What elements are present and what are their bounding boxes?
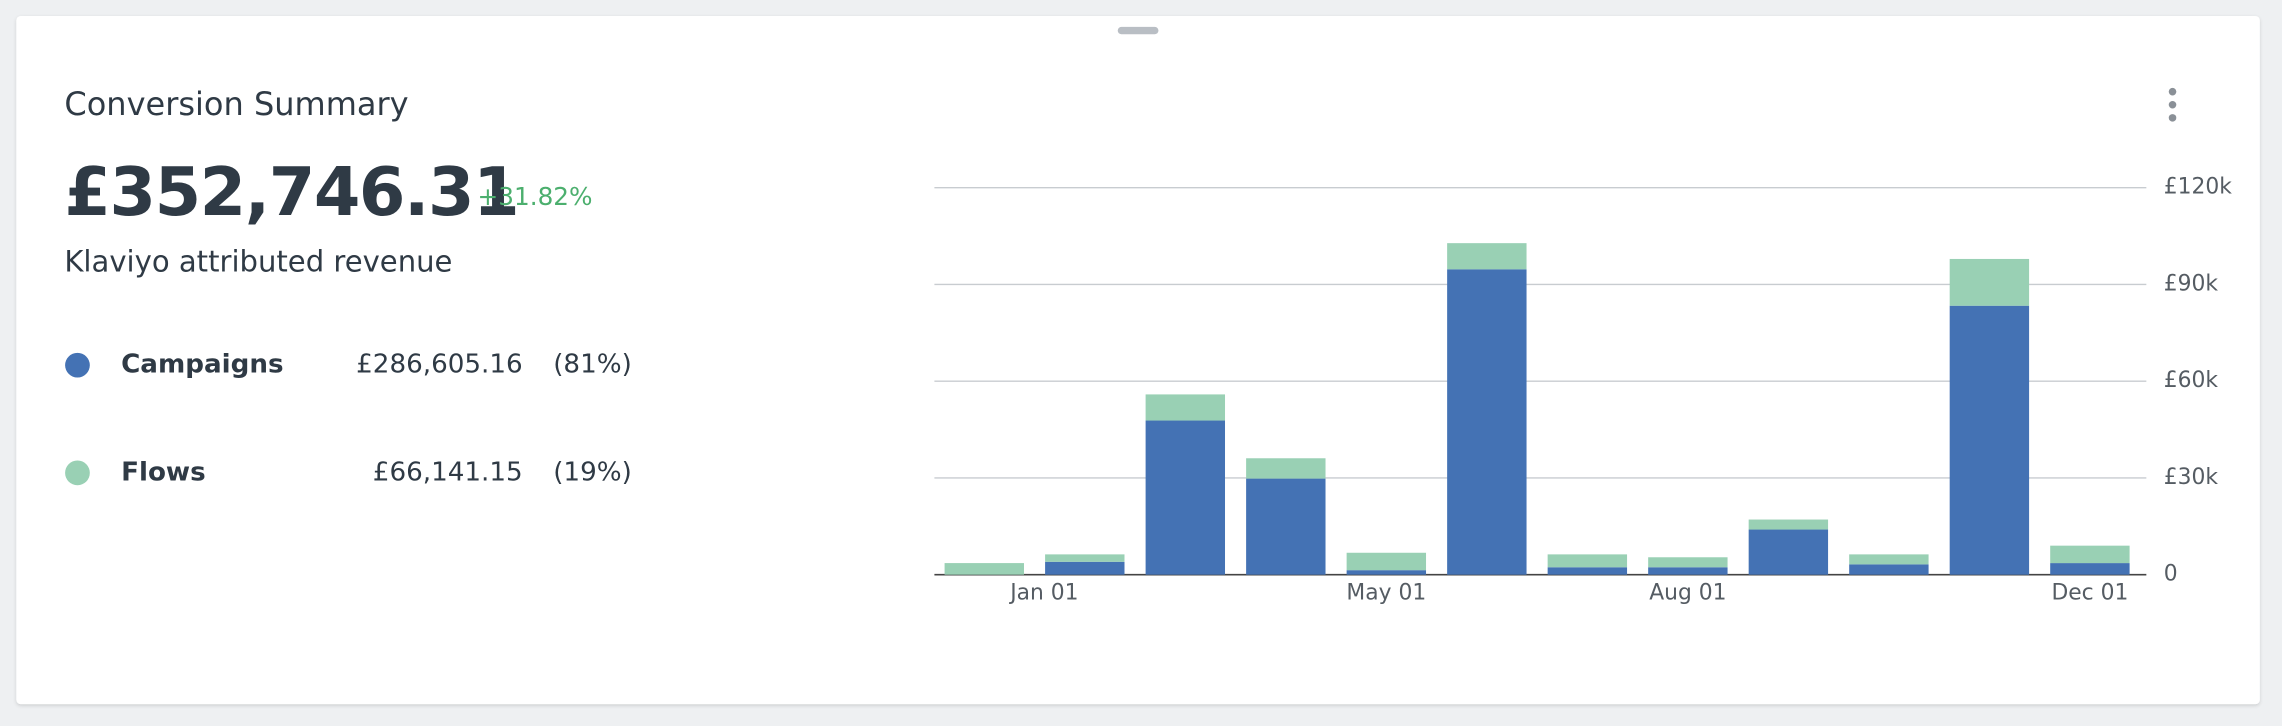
legend-name: Campaigns [121,350,283,380]
bar-segment [1748,519,1829,530]
legend-total: £286,605.16 [356,350,523,380]
bar-segment [1849,554,1929,565]
headline-value: £352,746.31 [64,153,518,231]
y-tick-label: £60k [2164,368,2219,393]
bar-segment [1949,305,2030,575]
bar-segment [1045,554,1125,562]
bar-segment [1547,554,1628,568]
x-tick-label: Aug 01 [1649,581,1726,606]
bar-segment [1748,529,1829,575]
bar-segment [2050,563,2130,575]
bar-segment [1547,567,1628,575]
bar-segment [1246,478,1326,575]
legend-share: (19%) [553,457,632,487]
bar-segment [1648,567,1728,575]
y-tick-label: £90k [2164,271,2219,296]
legend-share: (81%) [553,350,632,380]
bar-segment [1447,269,1527,575]
bar-segment [1447,243,1527,270]
card-title: Conversion Summary [64,85,408,123]
bar-segment [1346,552,1427,571]
x-tick-label: Jan 01 [1008,581,1078,606]
bar-segment [1949,258,2030,306]
legend-swatch [65,460,90,486]
bar-segment [1849,564,1929,575]
bar-segment [1145,420,1226,575]
y-tick-label: £30k [2164,465,2219,490]
x-tick-label: May 01 [1346,581,1426,606]
legend-total: £66,141.15 [373,457,523,487]
y-tick-label: £120k [2164,175,2233,200]
y-tick-label: 0 [2164,562,2178,587]
bar-segment [2050,545,2130,564]
x-tick-label: Dec 01 [2051,581,2128,606]
bar-segment [1145,394,1226,421]
change: +31.82% [478,182,593,211]
subtitle: Klaviyo attributed revenue [64,244,452,278]
bar-segment [1648,557,1728,568]
bar-segment [1346,570,1427,575]
bar-segment [944,563,1024,575]
legend-name: Flows [121,457,206,487]
drag-handle[interactable] [1117,26,1159,35]
more-menu[interactable] [2168,87,2177,122]
bar-segment [1045,561,1125,575]
bar-segment [1246,458,1326,479]
legend-swatch [65,352,90,378]
